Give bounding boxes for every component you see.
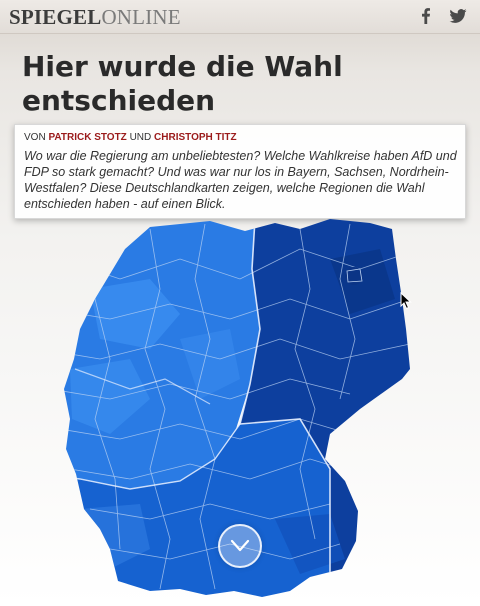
mouse-cursor — [400, 292, 412, 310]
byline-conjunction: UND — [129, 132, 152, 143]
facebook-share-button[interactable] — [416, 6, 436, 26]
author-link-2[interactable]: CHRISTOPH TITZ — [154, 132, 237, 143]
logo-suffix: ONLINE — [101, 5, 181, 29]
spiegel-online-logo[interactable]: SPIEGELONLINE — [9, 4, 181, 30]
twitter-icon — [449, 9, 467, 23]
top-bar: SPIEGELONLINE — [0, 0, 480, 34]
byline-prefix: VON — [24, 132, 46, 143]
intro-box: VON PATRICK STOTZ UND CHRISTOPH TITZ Wo … — [14, 124, 466, 219]
article-teaser: Wo war die Regierung am unbeliebtesten? … — [24, 149, 457, 211]
logo-brand: SPIEGEL — [9, 5, 102, 29]
facebook-icon — [422, 8, 430, 24]
chevron-down-icon — [230, 539, 250, 552]
author-link-1[interactable]: PATRICK STOTZ — [48, 132, 127, 143]
germany-election-map[interactable] — [0, 219, 480, 606]
twitter-share-button[interactable] — [448, 6, 468, 26]
article-title: Hier wurde die Wahl entschieden — [22, 50, 343, 117]
scroll-down-button[interactable] — [218, 524, 262, 568]
map-region-berlin[interactable] — [345, 267, 363, 285]
byline: VON PATRICK STOTZ UND CHRISTOPH TITZ — [24, 131, 457, 145]
